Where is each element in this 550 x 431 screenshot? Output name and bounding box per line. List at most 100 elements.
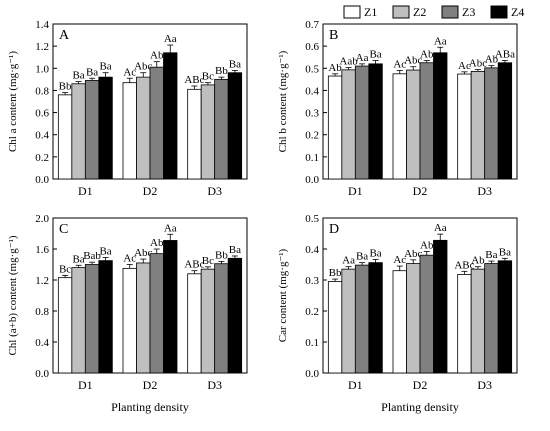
bar-label: Bc (59, 263, 71, 275)
bar (470, 70, 486, 180)
bar (149, 253, 164, 374)
bar-label: Ba (72, 253, 84, 265)
bar (327, 281, 343, 374)
panel-letter: C (59, 222, 68, 237)
legend-swatch-z4 (490, 5, 508, 19)
y-tick-label: 0.4 (305, 85, 319, 97)
bar (163, 52, 178, 180)
legend-item-z1: Z1 (343, 5, 377, 19)
y-tick-label: 0.0 (35, 174, 49, 186)
bar-label: Ba (369, 248, 381, 260)
bar (368, 63, 383, 180)
bar-label: Aab (339, 56, 358, 68)
bar-label: Abc (469, 58, 487, 70)
bar-label: Ba (72, 70, 84, 82)
legend-item-z4: Z4 (490, 5, 524, 19)
bar (484, 263, 499, 374)
category-label: D1 (78, 184, 93, 198)
y-tick-label: 0.8 (35, 85, 49, 97)
category-label: D2 (413, 184, 428, 198)
bar (57, 94, 73, 180)
legend-swatch-z2 (392, 5, 410, 19)
panel-letter: A (59, 28, 70, 43)
bar (71, 267, 86, 374)
bar-label: Abc (134, 247, 152, 259)
bar (200, 268, 216, 374)
bar-label: Bc (202, 71, 214, 83)
y-tick-label: 0.0 (305, 174, 319, 186)
bar-label: Ab (150, 237, 164, 249)
bar-label: ABc (454, 259, 474, 271)
legend-label-z1: Z1 (364, 5, 377, 19)
bar (433, 52, 448, 180)
legend-swatch-z1 (343, 5, 361, 19)
bar (406, 69, 421, 180)
bar (392, 73, 407, 180)
bar (136, 262, 151, 374)
bar (84, 264, 100, 374)
bar (497, 260, 513, 374)
bar-label: Ac (123, 253, 136, 265)
bar (354, 65, 370, 180)
bar (406, 263, 421, 374)
bar (227, 72, 243, 180)
bar-label: Ba (229, 244, 241, 256)
bar-label: Bab (83, 250, 101, 262)
category-label: D1 (348, 184, 363, 198)
bar (419, 254, 434, 374)
y-tick-label: 0.4 (35, 337, 49, 349)
bar-label: Ac (393, 254, 406, 266)
bar (71, 83, 86, 180)
bar-label: Ac (458, 60, 471, 72)
bar-label: Ba (356, 251, 368, 263)
y-tick-label: 0.0 (305, 368, 319, 380)
bar-label: Abc (134, 61, 152, 73)
category-label: D2 (143, 378, 158, 392)
y-tick-label: 1.4 (35, 19, 49, 31)
bar-label: Ba (499, 246, 511, 258)
bar-label: Aa (356, 52, 369, 64)
panel-c: 0.0 0.4 0.8 1.2 1.6 2.0 C Chl (a+b) content (mg… (7, 213, 248, 414)
bar-label: Aa (342, 255, 355, 267)
bar-label: Ba (229, 59, 241, 71)
bar-label: Ab (420, 49, 434, 61)
bar (457, 274, 472, 374)
bar-label: Bb (215, 65, 228, 77)
bar (84, 80, 100, 180)
y-axis-label: Chl b content (mg·g⁻¹) (277, 50, 289, 152)
bar-label: Bb (59, 81, 72, 93)
y-tick-label: 1.6 (35, 244, 49, 256)
bar-label: Ba (369, 49, 381, 61)
y-tick-label: 2.0 (35, 213, 49, 225)
y-tick-label: 0.6 (305, 41, 319, 53)
y-axis-label: Chl a content (mg·g⁻¹) (7, 51, 19, 152)
bar-label: Ab (471, 255, 485, 267)
bar-label: Ab (485, 54, 499, 66)
bar (98, 76, 113, 180)
bar (457, 73, 472, 180)
bar-label: Ab (420, 239, 434, 251)
bar (214, 78, 229, 180)
y-tick-label: 0.7 (305, 19, 319, 31)
bar (149, 66, 164, 180)
y-tick-label: 0.0 (35, 368, 49, 380)
legend-item-z3: Z3 (441, 5, 475, 19)
y-tick-label: 0.3 (305, 275, 319, 287)
bar (98, 260, 113, 374)
y-axis-label: Chl (a+b) content (mg·g⁻¹) (7, 235, 19, 355)
bar-label: Aa (164, 222, 177, 234)
bar-label: Ba (99, 246, 111, 258)
bar-label: Ab (328, 62, 342, 74)
bar (214, 263, 229, 374)
y-tick-label: 1.2 (35, 275, 49, 287)
bar (227, 257, 243, 374)
category-label: D3 (477, 184, 492, 198)
bar (470, 268, 486, 374)
legend-label-z4: Z4 (511, 5, 524, 19)
bar-label: Bc (202, 255, 214, 267)
bar (122, 82, 137, 180)
bar (57, 277, 73, 374)
bar (341, 268, 356, 374)
legend-label-z3: Z3 (462, 5, 475, 19)
